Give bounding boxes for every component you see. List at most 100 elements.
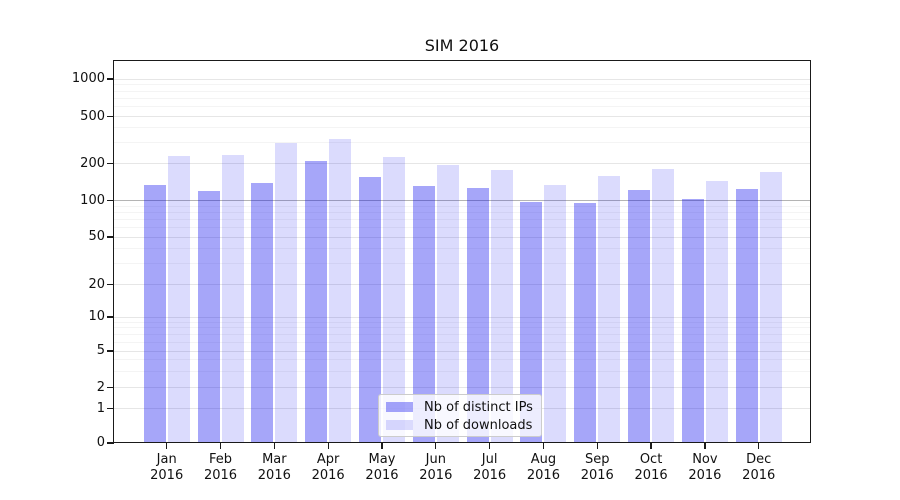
gridline-1000 [114,78,811,80]
gridline-minor [114,106,811,108]
gridline-minor [114,211,811,213]
x-tick-label: Dec 2016 [742,452,776,483]
bar-mar-downloads [275,143,298,443]
x-tick-mark [327,443,329,449]
legend-swatch-downloads [386,419,413,431]
bar-jan-ips [143,185,166,443]
gridline-minor [114,333,811,335]
gridline-minor [114,248,811,250]
gridline-minor [114,127,811,129]
bar-sep-downloads [598,176,621,443]
y-tick-mark [106,115,114,118]
gridline-2 [114,387,811,388]
bar-nov-downloads [705,181,728,443]
x-tick-mark [166,443,168,449]
bar-mar-ips [251,182,274,443]
gridline-50 [114,236,811,238]
y-tick-label: 0 [96,435,105,450]
x-tick-mark [542,443,545,449]
gridline-minor [114,97,811,99]
x-tick-mark [219,443,222,449]
x-tick-mark [650,443,652,449]
bar-may-ips [358,177,381,443]
y-tick-mark [106,78,114,80]
y-tick-mark [106,407,114,410]
gridline-minor [114,90,811,92]
x-tick-mark [758,443,760,449]
bar-may-downloads [382,156,405,443]
y-tick-label: 200 [80,155,105,171]
legend: Nb of distinct IPs Nb of downloads [378,394,542,437]
legend-row-ips: Nb of distinct IPs [386,398,541,416]
gridline-minor [114,327,811,329]
x-tick-label: May 2016 [365,452,399,483]
y-tick-label: 5 [96,343,105,358]
y-tick-mark [106,350,114,352]
bar-dec-ips [735,189,758,443]
gridline-minor [114,226,811,228]
bar-apr-downloads [329,138,352,443]
gridline-500 [114,116,811,117]
gridline-5 [114,350,811,352]
y-tick-mark [106,236,114,238]
bar-jun-ips [412,186,435,443]
gridline-minor [114,341,811,343]
x-tick-mark [704,443,706,449]
x-tick-mark [381,443,383,449]
legend-label-ips: Nb of distinct IPs [424,399,533,415]
x-tick-mark [488,443,491,449]
x-tick-mark [435,443,437,449]
y-tick-label: 20 [88,276,105,292]
gridline-minor [114,218,811,220]
x-tick-label: Sep 2016 [580,452,614,483]
bar-feb-downloads [221,155,244,443]
gridline-minor [114,321,811,323]
y-tick-mark [106,442,114,444]
bar-apr-ips [305,160,328,443]
gridline-minor [114,142,811,144]
bar-oct-downloads [652,169,675,443]
y-tick-label: 10 [88,309,105,324]
gridline-20 [114,284,811,285]
y-tick-mark [106,162,114,165]
legend-swatch-ips [386,401,413,413]
y-tick-label: 500 [80,108,105,124]
gridline-minor [114,262,811,264]
y-tick-label: 50 [88,229,105,244]
gridline-minor [114,84,811,86]
y-tick-mark [106,386,114,389]
x-tick-label: Jul 2016 [473,452,507,483]
bar-dec-downloads [759,171,782,443]
gridline-10 [114,316,811,318]
bar-feb-ips [197,191,220,443]
bar-jan-downloads [167,156,190,443]
y-tick-label: 1 [96,400,105,416]
x-tick-label: Mar 2016 [257,452,291,483]
y-tick-label: 2 [96,379,105,395]
legend-label-downloads: Nb of downloads [424,417,533,433]
gridline-minor [114,370,811,372]
y-tick-mark [106,316,114,318]
x-tick-label: Feb 2016 [203,452,238,483]
x-tick-label: Jan 2016 [150,452,184,483]
x-tick-mark [273,443,275,449]
x-tick-label: Jun 2016 [419,452,453,483]
x-tick-label: Aug 2016 [526,452,560,483]
bar-jul-ips [466,188,489,443]
bar-aug-ips [520,202,543,443]
gridline-minor [114,359,811,361]
bar-aug-downloads [544,185,567,443]
bar-nov-ips [681,199,704,443]
x-tick-label: Apr 2016 [311,452,345,483]
bar-oct-ips [628,189,651,443]
y-tick-label: 100 [80,192,105,208]
y-tick-label: 1000 [71,71,105,86]
legend-row-downloads: Nb of downloads [386,416,541,434]
bar-sep-ips [574,203,597,443]
y-tick-mark [106,199,114,202]
gridline-minor [114,205,811,207]
x-tick-mark [596,443,598,449]
gridline-100 [114,200,811,201]
bar-jun-downloads [436,164,459,443]
